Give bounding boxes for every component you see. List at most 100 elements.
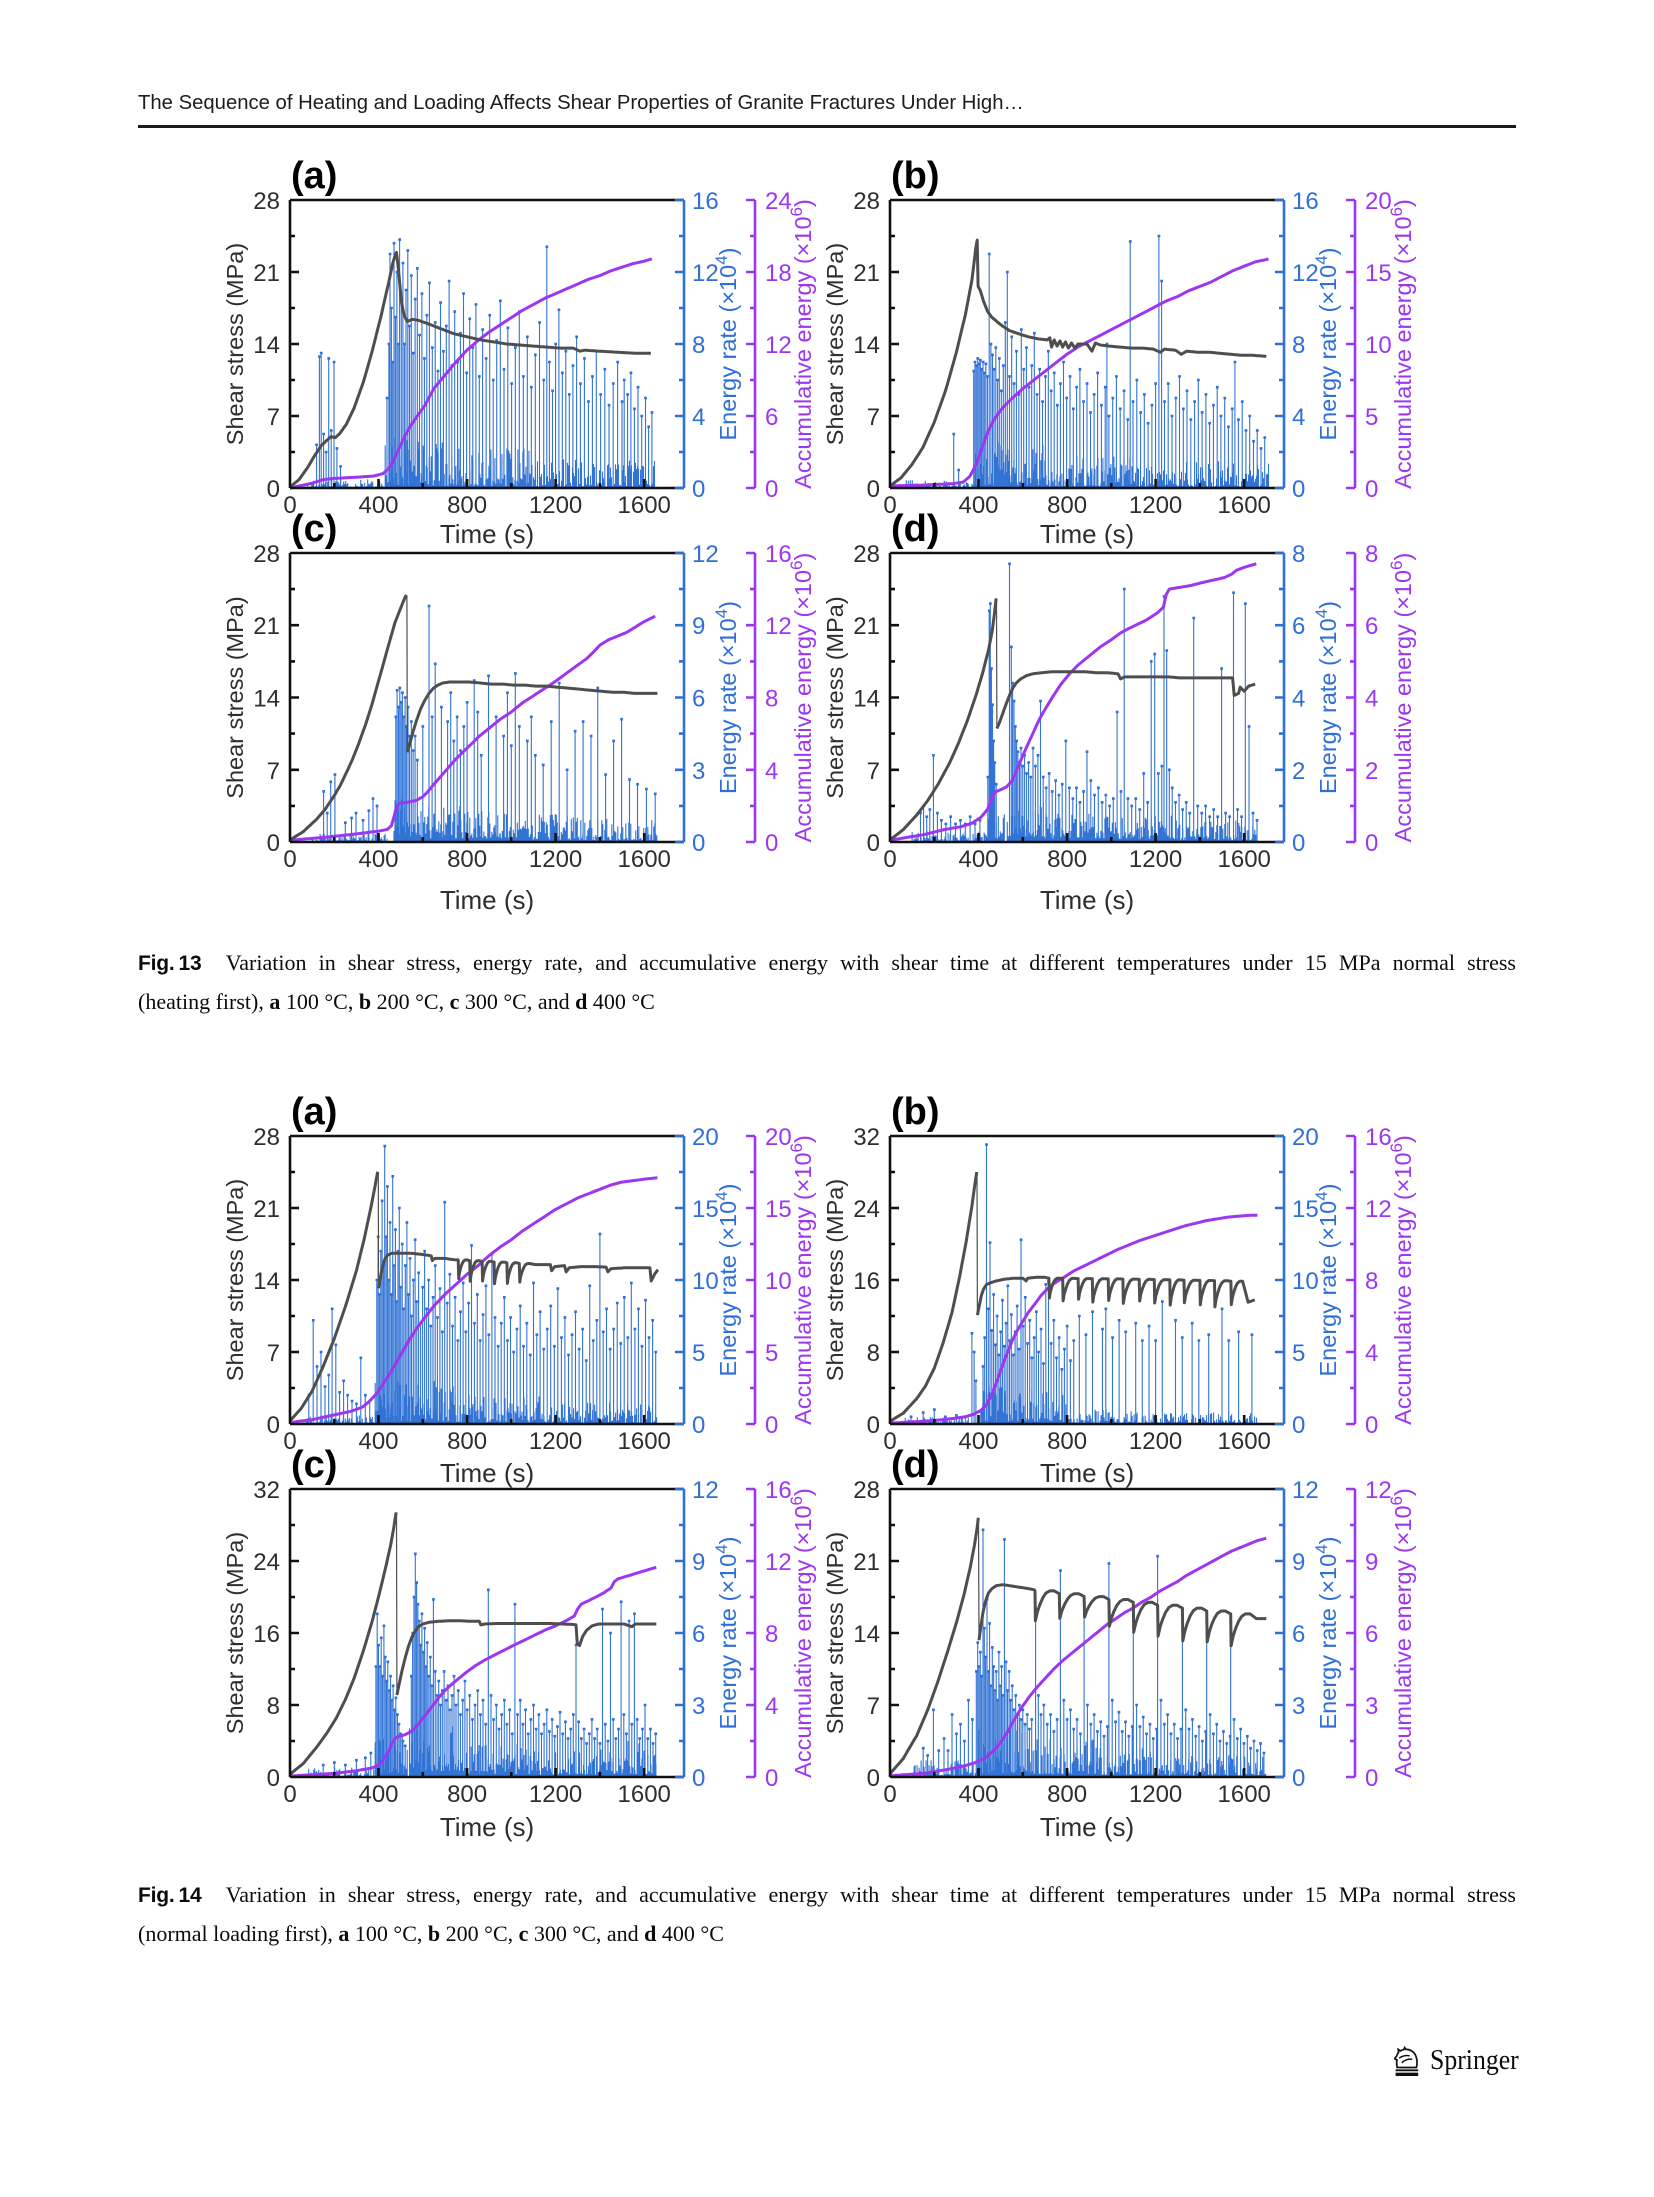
svg-text:0: 0	[867, 1765, 880, 1792]
svg-text:400: 400	[358, 846, 398, 873]
svg-text:Energy rate (×104): Energy rate (×104)	[712, 601, 741, 794]
svg-text:Accumulative energy (×106): Accumulative energy (×106)	[787, 1488, 816, 1778]
svg-text:1600: 1600	[618, 846, 671, 873]
svg-text:0: 0	[765, 476, 778, 503]
svg-text:16: 16	[692, 188, 719, 215]
svg-text:Time (s): Time (s)	[1040, 519, 1134, 549]
svg-text:Energy rate (×104): Energy rate (×104)	[1312, 1184, 1341, 1377]
svg-text:3: 3	[692, 1693, 705, 1720]
svg-text:0: 0	[883, 1781, 896, 1808]
svg-text:24: 24	[765, 188, 792, 215]
svg-text:8: 8	[1365, 1268, 1378, 1295]
svg-text:28: 28	[253, 541, 280, 568]
svg-text:0: 0	[883, 492, 896, 519]
svg-text:0: 0	[692, 830, 705, 857]
svg-text:20: 20	[1365, 188, 1392, 215]
svg-text:0: 0	[1365, 1765, 1378, 1792]
svg-text:4: 4	[1365, 686, 1378, 713]
svg-text:800: 800	[447, 1781, 487, 1808]
svg-text:Shear stress (MPa): Shear stress (MPa)	[822, 243, 848, 445]
svg-text:400: 400	[958, 492, 998, 519]
svg-text:6: 6	[1292, 1621, 1305, 1648]
svg-text:Energy rate (×104): Energy rate (×104)	[1312, 1537, 1341, 1730]
svg-text:28: 28	[253, 1124, 280, 1151]
svg-text:(b): (b)	[891, 155, 940, 197]
svg-text:21: 21	[853, 260, 880, 287]
svg-text:Energy rate (×104): Energy rate (×104)	[712, 1184, 741, 1377]
svg-text:Shear stress (MPa): Shear stress (MPa)	[822, 1532, 848, 1734]
svg-text:1600: 1600	[1218, 846, 1271, 873]
svg-text:0: 0	[283, 1781, 296, 1808]
svg-text:0: 0	[867, 1412, 880, 1439]
svg-text:1600: 1600	[618, 1781, 671, 1808]
svg-text:Accumulative energy (×106): Accumulative energy (×106)	[787, 553, 816, 843]
svg-text:0: 0	[1292, 830, 1305, 857]
svg-text:Shear stress (MPa): Shear stress (MPa)	[222, 1532, 248, 1734]
svg-text:1600: 1600	[1218, 1428, 1271, 1455]
svg-text:0: 0	[883, 846, 896, 873]
svg-text:Energy rate (×104): Energy rate (×104)	[1312, 601, 1341, 794]
svg-text:7: 7	[867, 758, 880, 785]
svg-text:0: 0	[765, 830, 778, 857]
svg-text:32: 32	[853, 1124, 880, 1151]
svg-text:7: 7	[867, 1693, 880, 1720]
svg-text:1600: 1600	[1218, 492, 1271, 519]
svg-text:3: 3	[1292, 1693, 1305, 1720]
svg-text:9: 9	[692, 1549, 705, 1576]
svg-text:8: 8	[267, 1693, 280, 1720]
svg-text:(c): (c)	[291, 1444, 337, 1486]
svg-text:6: 6	[1365, 613, 1378, 640]
svg-text:14: 14	[253, 686, 280, 713]
svg-text:Accumulative energy (×106): Accumulative energy (×106)	[1387, 1135, 1416, 1425]
svg-text:15: 15	[692, 1196, 719, 1223]
svg-text:14: 14	[253, 1268, 280, 1295]
svg-text:Accumulative energy (×106): Accumulative energy (×106)	[1387, 1488, 1416, 1778]
svg-text:1200: 1200	[1129, 846, 1182, 873]
svg-text:0: 0	[267, 476, 280, 503]
svg-text:8: 8	[765, 686, 778, 713]
svg-text:21: 21	[253, 613, 280, 640]
svg-text:400: 400	[958, 846, 998, 873]
svg-text:15: 15	[765, 1196, 792, 1223]
svg-text:12: 12	[692, 260, 719, 287]
svg-text:2: 2	[1365, 758, 1378, 785]
svg-text:Accumulative energy (×106): Accumulative energy (×106)	[1387, 553, 1416, 843]
svg-text:15: 15	[1292, 1196, 1319, 1223]
svg-text:7: 7	[267, 758, 280, 785]
svg-text:21: 21	[853, 613, 880, 640]
svg-text:1200: 1200	[529, 1781, 582, 1808]
svg-text:8: 8	[765, 1621, 778, 1648]
svg-text:Accumulative energy (×106): Accumulative energy (×106)	[1387, 199, 1416, 489]
svg-text:12: 12	[1292, 260, 1319, 287]
svg-text:21: 21	[253, 260, 280, 287]
svg-text:400: 400	[358, 492, 398, 519]
svg-text:9: 9	[1365, 1549, 1378, 1576]
svg-text:18: 18	[765, 260, 792, 287]
svg-text:Energy rate (×104): Energy rate (×104)	[712, 248, 741, 441]
svg-text:400: 400	[958, 1781, 998, 1808]
svg-text:14: 14	[853, 1621, 880, 1648]
svg-text:6: 6	[692, 686, 705, 713]
svg-text:5: 5	[1365, 404, 1378, 431]
svg-text:800: 800	[1047, 1428, 1087, 1455]
svg-text:0: 0	[765, 1412, 778, 1439]
svg-text:Energy rate (×104): Energy rate (×104)	[712, 1537, 741, 1730]
svg-text:0: 0	[283, 846, 296, 873]
svg-text:5: 5	[1292, 1340, 1305, 1367]
svg-text:12: 12	[1365, 1196, 1392, 1223]
svg-text:0: 0	[1292, 1412, 1305, 1439]
svg-text:Shear stress (MPa): Shear stress (MPa)	[222, 596, 248, 798]
svg-text:8: 8	[867, 1340, 880, 1367]
svg-text:12: 12	[692, 541, 719, 568]
svg-text:0: 0	[867, 830, 880, 857]
svg-text:20: 20	[1292, 1124, 1319, 1151]
svg-text:1600: 1600	[618, 492, 671, 519]
svg-text:(a): (a)	[291, 155, 337, 197]
svg-text:0: 0	[692, 476, 705, 503]
svg-text:4: 4	[1365, 1340, 1378, 1367]
svg-text:7: 7	[867, 404, 880, 431]
svg-text:6: 6	[1365, 1621, 1378, 1648]
svg-text:0: 0	[1365, 830, 1378, 857]
svg-text:Time (s): Time (s)	[440, 885, 534, 915]
svg-text:28: 28	[853, 541, 880, 568]
